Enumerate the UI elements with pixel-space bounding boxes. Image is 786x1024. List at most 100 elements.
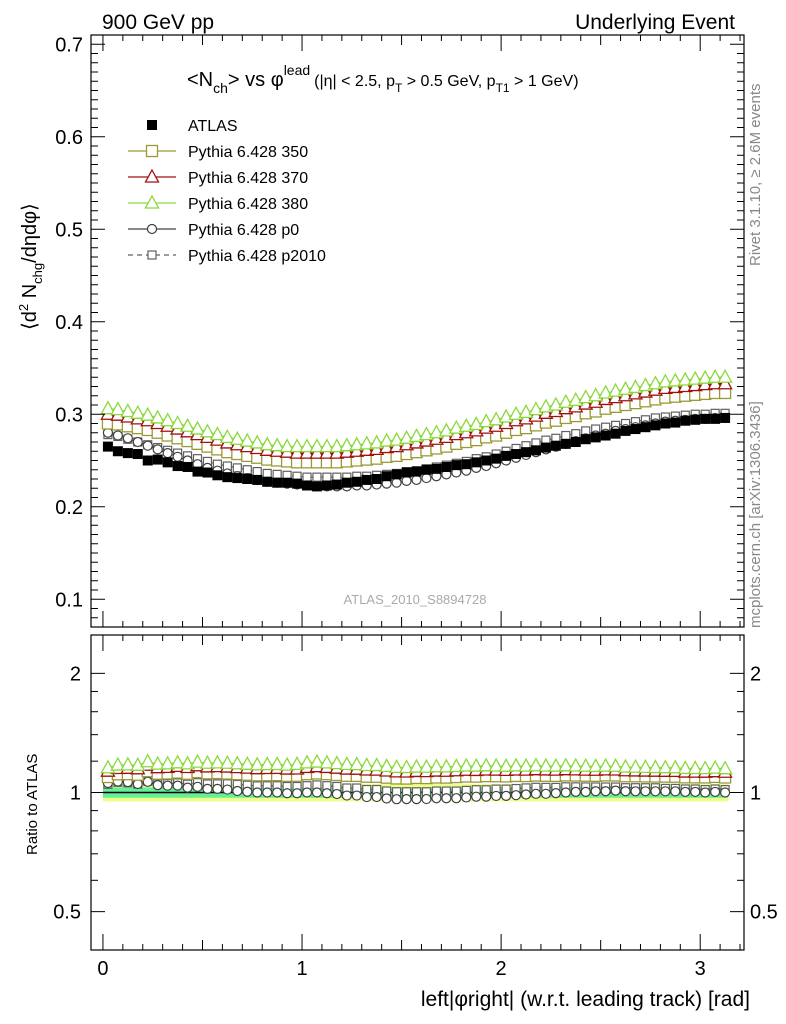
main-title: <Nch> vs φlead(|η| < 2.5, pT > 0.5 GeV, … bbox=[187, 62, 579, 96]
point-p380 bbox=[598, 384, 614, 399]
ratio-point-p380 bbox=[349, 756, 365, 771]
point-p380 bbox=[100, 400, 116, 415]
ratio-point-p380 bbox=[259, 756, 275, 771]
point-p380 bbox=[209, 426, 226, 441]
point-p380 bbox=[249, 434, 265, 449]
point-atlas bbox=[122, 448, 133, 459]
point-p380 bbox=[189, 420, 206, 435]
legend-marker-p0 bbox=[146, 223, 158, 235]
ratio-point-p0 bbox=[461, 792, 472, 803]
point-p2010 bbox=[302, 472, 312, 482]
ratio-point-p380 bbox=[667, 759, 683, 774]
point-atlas bbox=[202, 467, 213, 478]
x-tick-label: 2 bbox=[496, 958, 507, 980]
point-p380 bbox=[418, 426, 435, 441]
ratio-point-p0 bbox=[500, 790, 512, 802]
y-tick-label: 0.7 bbox=[55, 34, 83, 56]
ratio-point-p380 bbox=[588, 758, 604, 773]
ratio-point-p0 bbox=[610, 785, 621, 796]
ratio-point-p0 bbox=[550, 788, 561, 799]
point-atlas bbox=[521, 447, 532, 458]
legend: ATLAS Pythia 6.428 350 Pythia 6.428 370 Pyt… bbox=[128, 118, 326, 265]
ratio-point-p0 bbox=[341, 790, 352, 801]
point-p380 bbox=[389, 431, 405, 446]
mcplots-label: mcplots.cern.ch [arXiv:1306.3436] bbox=[747, 401, 764, 628]
point-atlas bbox=[491, 453, 502, 464]
y-tick-label: 0.2 bbox=[55, 497, 83, 519]
ratio-point-p0 bbox=[371, 791, 382, 803]
point-atlas bbox=[282, 477, 293, 488]
ratio-point-p0 bbox=[281, 788, 293, 799]
ratio-point-p380 bbox=[428, 758, 445, 773]
point-atlas bbox=[351, 476, 362, 487]
legend-label-atlas: ATLAS bbox=[188, 118, 238, 135]
ratio-point-p0 bbox=[361, 791, 372, 803]
ratio-point-p0 bbox=[291, 788, 303, 799]
point-p380 bbox=[349, 436, 365, 451]
point-atlas bbox=[481, 455, 492, 466]
point-atlas bbox=[710, 413, 721, 424]
point-atlas bbox=[311, 481, 322, 492]
point-p380 bbox=[259, 436, 275, 451]
point-p2010 bbox=[312, 472, 322, 482]
point-p380 bbox=[339, 437, 355, 452]
ratio-point-p380 bbox=[548, 757, 564, 772]
point-p380 bbox=[657, 373, 673, 388]
ratio-point-p0 bbox=[670, 786, 681, 797]
ratio-point-p380 bbox=[508, 757, 524, 772]
ratio-point-p380 bbox=[398, 759, 415, 774]
ratio-point-p380 bbox=[299, 754, 315, 769]
point-p0 bbox=[411, 474, 422, 486]
ratio-point-p380 bbox=[309, 753, 325, 768]
point-p380 bbox=[637, 377, 654, 392]
point-p380 bbox=[239, 432, 255, 447]
ratio-point-p0 bbox=[232, 785, 243, 797]
ratio-point-p380 bbox=[379, 758, 395, 773]
ratio-point-p380 bbox=[468, 757, 484, 772]
point-p380 bbox=[269, 437, 285, 452]
point-p380 bbox=[309, 438, 325, 453]
ratio-y-tick-label: 1 bbox=[70, 783, 81, 805]
legend-marker-p370 bbox=[144, 168, 160, 183]
ratio-point-p0 bbox=[700, 787, 711, 798]
point-atlas bbox=[580, 434, 591, 445]
point-atlas bbox=[361, 474, 372, 485]
point-atlas bbox=[620, 425, 631, 436]
ratio-point-p380 bbox=[150, 755, 166, 770]
point-p380 bbox=[667, 372, 683, 387]
ratio-point-p0 bbox=[540, 788, 552, 799]
ratio-point-p0 bbox=[650, 786, 661, 797]
ratio-point-p380 bbox=[578, 757, 594, 772]
ratio-point-p0 bbox=[301, 787, 313, 798]
point-p0 bbox=[172, 451, 183, 462]
point-p380 bbox=[538, 398, 554, 413]
ratio-point-p0 bbox=[321, 788, 333, 799]
point-p380 bbox=[160, 412, 176, 427]
ratio-point-p380 bbox=[329, 755, 345, 770]
x-tick-label: 3 bbox=[695, 958, 706, 980]
ratio-y-tick-label: 2 bbox=[70, 663, 81, 685]
axis-ticks: 0.1 0.2 0.3 0.4 0.5 0.6 0.7 0.5 0.5 1 1 2 2 0 1 2 3 bbox=[53, 34, 778, 980]
ratio-point-p380 bbox=[518, 757, 534, 772]
point-p0 bbox=[391, 477, 402, 488]
point-atlas bbox=[252, 474, 263, 485]
y-tick-label: 0.1 bbox=[55, 589, 83, 611]
ratio-point-p380 bbox=[637, 759, 654, 774]
ratio-point-p380 bbox=[219, 754, 235, 769]
point-atlas bbox=[421, 464, 432, 475]
header-right-label: Underlying Event bbox=[575, 11, 735, 34]
point-atlas bbox=[560, 438, 571, 449]
ratio-point-p0 bbox=[311, 787, 323, 798]
point-p380 bbox=[150, 409, 166, 424]
legend-marker-p350 bbox=[145, 144, 159, 158]
ratio-point-p380 bbox=[687, 760, 703, 775]
point-p380 bbox=[448, 419, 464, 434]
main-panel-series bbox=[100, 368, 733, 492]
ratio-point-p0 bbox=[272, 787, 283, 798]
ratio-point-p0 bbox=[351, 790, 362, 801]
ratio-point-p0 bbox=[590, 786, 601, 797]
ratio-y-tick-label-right: 0.5 bbox=[750, 902, 778, 924]
ratio-y-tick-label-right: 2 bbox=[750, 663, 761, 685]
point-p380 bbox=[319, 438, 335, 453]
